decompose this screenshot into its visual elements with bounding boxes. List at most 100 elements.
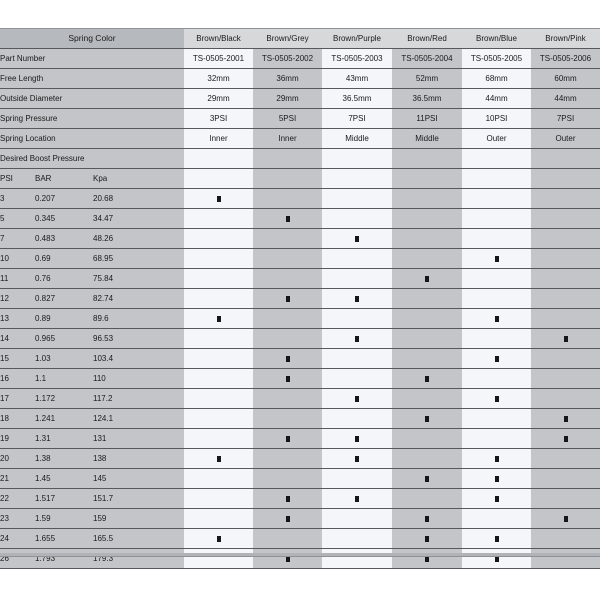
cell-brown_grey-psi-20[interactable] [253,448,322,469]
cell-brown_red-psi-11[interactable] [392,268,462,289]
cell-brown_pink-psi-5[interactable] [531,208,600,229]
cell-brown_pink-psi-18[interactable] [531,408,600,429]
cell-brown_pink-psi-23[interactable] [531,508,600,529]
cell-brown_pink-psi-22[interactable] [531,488,600,509]
cell-brown_black-psi-11[interactable] [184,268,253,289]
cell-brown_blue-psi-24[interactable] [462,528,531,549]
cell-brown_purple-psi-3[interactable] [322,188,392,209]
cell-brown_purple-psi-17[interactable] [322,388,392,409]
cell-brown_blue-psi-19[interactable] [462,428,531,449]
cell-brown_pink-psi-17[interactable] [531,388,600,409]
cell-brown_grey-psi-24[interactable] [253,528,322,549]
cell-brown_blue-psi-21[interactable] [462,468,531,489]
cell-brown_black-psi-20[interactable] [184,448,253,469]
cell-brown_grey-psi-14[interactable] [253,328,322,349]
cell-brown_blue-psi-12[interactable] [462,288,531,309]
cell-brown_blue-psi-10[interactable] [462,248,531,269]
cell-brown_blue-psi-16[interactable] [462,368,531,389]
cell-brown_grey-psi-3[interactable] [253,188,322,209]
cell-brown_red-psi-10[interactable] [392,248,462,269]
cell-brown_pink-psi-11[interactable] [531,268,600,289]
cell-brown_purple-psi-12[interactable] [322,288,392,309]
cell-brown_pink-psi-10[interactable] [531,248,600,269]
cell-brown_purple-psi-18[interactable] [322,408,392,429]
cell-brown_purple-psi-19[interactable] [322,428,392,449]
cell-brown_black-psi-14[interactable] [184,328,253,349]
cell-brown_pink-psi-13[interactable] [531,308,600,329]
cell-brown_black-psi-21[interactable] [184,468,253,489]
cell-brown_purple-psi-16[interactable] [322,368,392,389]
cell-brown_pink-psi-21[interactable] [531,468,600,489]
cell-brown_black-psi-3[interactable] [184,188,253,209]
cell-brown_red-psi-19[interactable] [392,428,462,449]
cell-brown_blue-psi-3[interactable] [462,188,531,209]
cell-brown_blue-psi-14[interactable] [462,328,531,349]
cell-brown_pink-psi-19[interactable] [531,428,600,449]
cell-brown_red-psi-14[interactable] [392,328,462,349]
cell-brown_grey-psi-23[interactable] [253,508,322,529]
cell-brown_red-psi-12[interactable] [392,288,462,309]
cell-brown_black-psi-22[interactable] [184,488,253,509]
cell-brown_red-psi-24[interactable] [392,528,462,549]
cell-brown_purple-psi-23[interactable] [322,508,392,529]
cell-brown_black-psi-15[interactable] [184,348,253,369]
cell-brown_pink-psi-12[interactable] [531,288,600,309]
cell-brown_pink-psi-15[interactable] [531,348,600,369]
cell-brown_red-psi-23[interactable] [392,508,462,529]
cell-brown_black-psi-26[interactable] [184,548,253,569]
cell-brown_purple-psi-21[interactable] [322,468,392,489]
cell-brown_black-psi-18[interactable] [184,408,253,429]
cell-brown_black-psi-5[interactable] [184,208,253,229]
cell-brown_black-psi-10[interactable] [184,248,253,269]
column-header-brown-grey[interactable]: Brown/Grey [253,29,322,49]
cell-brown_purple-psi-22[interactable] [322,488,392,509]
cell-brown_red-psi-18[interactable] [392,408,462,429]
cell-brown_black-psi-12[interactable] [184,288,253,309]
cell-brown_purple-psi-13[interactable] [322,308,392,329]
cell-brown_blue-psi-13[interactable] [462,308,531,329]
column-header-brown-black[interactable]: Brown/Black [184,29,253,49]
cell-brown_grey-psi-17[interactable] [253,388,322,409]
cell-brown_red-psi-20[interactable] [392,448,462,469]
cell-brown_blue-psi-26[interactable] [462,548,531,569]
cell-brown_blue-psi-17[interactable] [462,388,531,409]
cell-brown_grey-psi-13[interactable] [253,308,322,329]
cell-brown_pink-psi-20[interactable] [531,448,600,469]
cell-brown_black-psi-16[interactable] [184,368,253,389]
cell-brown_pink-psi-14[interactable] [531,328,600,349]
cell-brown_purple-psi-5[interactable] [322,208,392,229]
cell-brown_grey-psi-11[interactable] [253,268,322,289]
cell-brown_blue-psi-20[interactable] [462,448,531,469]
cell-brown_purple-psi-10[interactable] [322,248,392,269]
cell-brown_black-psi-13[interactable] [184,308,253,329]
cell-brown_red-psi-17[interactable] [392,388,462,409]
cell-brown_purple-psi-24[interactable] [322,528,392,549]
cell-brown_blue-psi-23[interactable] [462,508,531,529]
cell-brown_red-psi-16[interactable] [392,368,462,389]
cell-brown_grey-psi-18[interactable] [253,408,322,429]
cell-brown_red-psi-26[interactable] [392,548,462,569]
cell-brown_black-psi-24[interactable] [184,528,253,549]
cell-brown_purple-psi-7[interactable] [322,228,392,249]
cell-brown_red-psi-22[interactable] [392,488,462,509]
cell-brown_pink-psi-16[interactable] [531,368,600,389]
cell-brown_red-psi-13[interactable] [392,308,462,329]
cell-brown_pink-psi-7[interactable] [531,228,600,249]
cell-brown_grey-psi-15[interactable] [253,348,322,369]
cell-brown_grey-psi-12[interactable] [253,288,322,309]
cell-brown_black-psi-19[interactable] [184,428,253,449]
cell-brown_pink-psi-24[interactable] [531,528,600,549]
cell-brown_purple-psi-11[interactable] [322,268,392,289]
cell-brown_black-psi-7[interactable] [184,228,253,249]
column-header-brown-red[interactable]: Brown/Red [392,29,462,49]
cell-brown_blue-psi-22[interactable] [462,488,531,509]
cell-brown_red-psi-15[interactable] [392,348,462,369]
cell-brown_red-psi-21[interactable] [392,468,462,489]
column-header-brown-blue[interactable]: Brown/Blue [462,29,531,49]
cell-brown_grey-psi-7[interactable] [253,228,322,249]
cell-brown_blue-psi-18[interactable] [462,408,531,429]
cell-brown_black-psi-23[interactable] [184,508,253,529]
cell-brown_blue-psi-11[interactable] [462,268,531,289]
cell-brown_red-psi-5[interactable] [392,208,462,229]
cell-brown_grey-psi-26[interactable] [253,548,322,569]
